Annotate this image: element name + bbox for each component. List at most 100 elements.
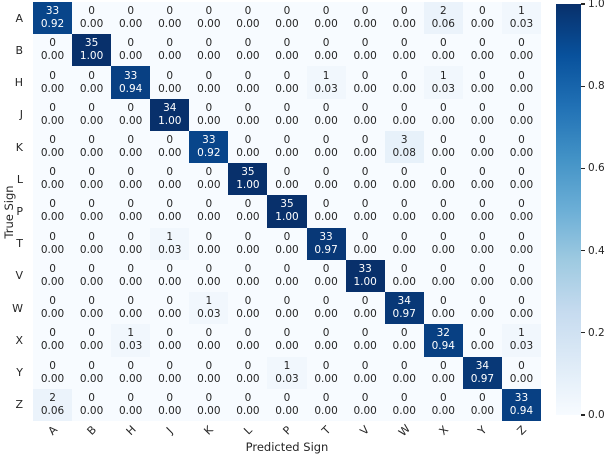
cell-count: 0 — [283, 166, 291, 179]
cell-count: 0 — [400, 262, 408, 275]
y-tick-label: L — [16, 172, 23, 186]
y-tick-label: J — [19, 108, 23, 122]
heatmap-cell: 0 0.00 — [501, 98, 541, 131]
cell-proportion: 0.00 — [431, 308, 455, 321]
x-axis-title: Predicted Sign — [245, 440, 329, 454]
cell-count: 0 — [439, 295, 447, 308]
heatmap-cell: 0 0.00 — [384, 2, 424, 35]
heatmap-cell: 0 0.00 — [150, 388, 190, 421]
heatmap-cell: 0 0.00 — [267, 98, 307, 131]
cell-proportion: 0.00 — [197, 18, 221, 31]
heatmap-cell: 0 0.00 — [462, 98, 502, 131]
cell-count: 0 — [400, 5, 408, 18]
cell-proportion: 0.00 — [470, 340, 495, 353]
cell-proportion: 0.00 — [79, 275, 104, 288]
cell-count: 0 — [127, 391, 135, 404]
x-tick-label: W — [385, 421, 424, 439]
cell-count: 0 — [166, 295, 174, 308]
cell-count: 35 — [280, 198, 294, 211]
heatmap-cell: 1 0.03 — [150, 227, 190, 260]
cell-proportion: 0.00 — [236, 82, 260, 95]
cell-proportion: 0.00 — [431, 147, 455, 160]
heatmap-cell: 0 0.00 — [501, 292, 541, 325]
heatmap-cell: 0 0.00 — [111, 34, 151, 67]
cell-count: 0 — [479, 295, 486, 308]
cell-count: 0 — [88, 198, 95, 211]
cell-proportion: 0.00 — [197, 243, 221, 256]
cell-proportion: 0.00 — [392, 404, 416, 417]
heatmap-cell: 0 0.00 — [384, 388, 424, 421]
cell-count: 0 — [88, 295, 95, 308]
heatmap-cell: 0 0.00 — [423, 227, 463, 260]
cell-count: 33 — [45, 5, 60, 18]
cell-count: 0 — [88, 134, 95, 147]
heatmap-cell: 0 0.00 — [228, 2, 268, 35]
cell-proportion: 0.00 — [275, 50, 299, 63]
cell-count: 34 — [475, 359, 490, 372]
heatmap-cell: 0 0.00 — [345, 98, 385, 131]
heatmap-cell: 0 0.00 — [462, 130, 502, 164]
cell-proportion: 0.00 — [79, 18, 104, 31]
cell-count: 0 — [49, 359, 56, 372]
cell-proportion: 0.00 — [118, 18, 143, 31]
cell-count: 0 — [400, 391, 408, 404]
x-tick-label-text: B — [84, 422, 99, 438]
heatmap-cell: 33 0.94 — [111, 66, 151, 99]
heatmap-cell: 0 0.00 — [111, 98, 151, 131]
x-tick-label: Z — [502, 421, 541, 439]
cell-proportion: 0.00 — [353, 18, 377, 31]
cell-count: 0 — [322, 262, 330, 275]
cell-proportion: 0.00 — [431, 179, 455, 192]
cell-proportion: 0.94 — [509, 404, 534, 417]
heatmap-cell: 0 0.00 — [501, 34, 541, 67]
cell-count: 0 — [244, 5, 252, 18]
heatmap-cell: 33 0.92 — [33, 2, 73, 35]
x-tick-label-text: Y — [475, 423, 490, 437]
cell-count: 0 — [49, 295, 56, 308]
cell-count: 0 — [439, 198, 447, 211]
colorbar-tick-labels: 1.0 0.8 0.6 0.4 0.2 0.0 — [581, 0, 614, 420]
cell-count: 0 — [49, 134, 56, 147]
heatmap-cell: 0 0.00 — [306, 259, 346, 293]
cell-proportion: 0.00 — [392, 243, 416, 256]
cell-proportion: 0.00 — [236, 308, 260, 321]
cell-count: 0 — [205, 69, 213, 82]
cell-count: 0 — [322, 37, 330, 50]
heatmap-cell: 0 0.00 — [228, 292, 268, 325]
cell-count: 0 — [127, 230, 135, 243]
y-tick-label: W — [12, 301, 23, 315]
cell-count: 1 — [205, 295, 213, 308]
heatmap-cell: 0 0.00 — [384, 227, 424, 260]
cell-count: 0 — [88, 359, 95, 372]
cell-proportion: 0.03 — [509, 18, 534, 31]
cell-proportion: 0.00 — [275, 179, 299, 192]
heatmap-cell: 0 0.00 — [384, 195, 424, 228]
cell-proportion: 0.00 — [509, 114, 534, 127]
cell-proportion: 0.94 — [431, 340, 455, 353]
cell-count: 0 — [400, 69, 408, 82]
cell-count: 0 — [361, 359, 369, 372]
heatmap-cell: 0 0.00 — [306, 163, 346, 196]
cell-count: 0 — [127, 166, 135, 179]
cell-count: 0 — [479, 69, 486, 82]
cell-count: 0 — [244, 262, 252, 275]
cell-count: 0 — [88, 5, 95, 18]
heatmap-cell: 0 0.00 — [189, 356, 229, 389]
heatmap-cell: 0 0.00 — [267, 292, 307, 325]
x-tick-label: A — [33, 421, 72, 439]
cell-count: 34 — [397, 295, 411, 308]
y-tick-label: A — [15, 11, 23, 25]
cell-proportion: 0.00 — [314, 340, 338, 353]
heatmap-cell: 2 0.06 — [33, 388, 73, 421]
heatmap-cell: 0 0.00 — [345, 356, 385, 389]
cell-count: 0 — [88, 101, 95, 114]
heatmap-cell: 0 0.00 — [462, 66, 502, 99]
cell-proportion: 0.00 — [275, 82, 299, 95]
heatmap-cell: 0 0.00 — [189, 324, 229, 357]
cell-count: 0 — [49, 327, 56, 340]
cell-count: 0 — [361, 69, 369, 82]
x-tick-label-text: T — [319, 423, 334, 437]
heatmap-cell: 35 1.00 — [72, 34, 112, 67]
cell-count: 0 — [361, 327, 369, 340]
x-tick-label-text: Z — [514, 422, 529, 438]
